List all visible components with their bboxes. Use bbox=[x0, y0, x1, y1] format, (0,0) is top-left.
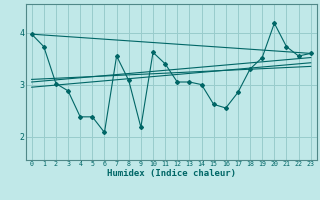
X-axis label: Humidex (Indice chaleur): Humidex (Indice chaleur) bbox=[107, 169, 236, 178]
